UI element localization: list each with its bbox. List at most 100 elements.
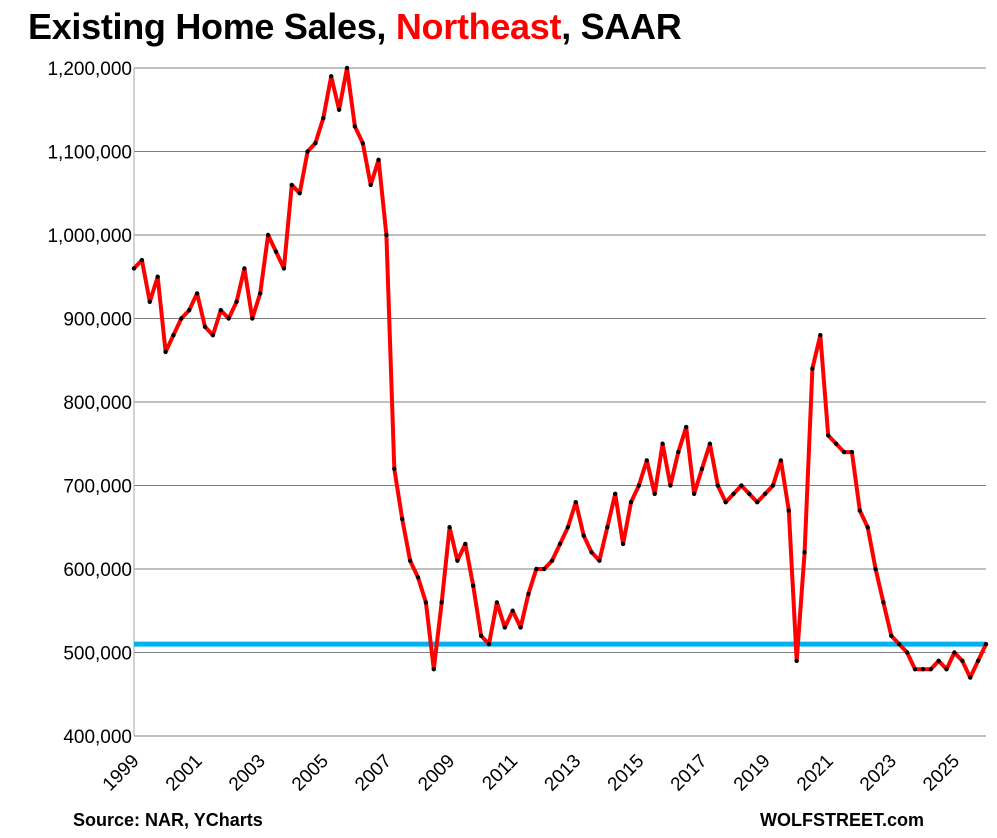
data-point [392, 466, 397, 471]
data-point [912, 667, 918, 672]
data-point [636, 483, 642, 488]
data-point [802, 550, 807, 555]
data-point [904, 650, 910, 655]
x-tick-label: 2013 [541, 751, 586, 796]
data-point [139, 257, 145, 263]
data-point [455, 558, 460, 563]
data-point [660, 441, 665, 446]
brand-label: WOLFSTREET.com [760, 810, 925, 830]
data-point [423, 600, 429, 605]
data-point [431, 667, 436, 672]
x-tick-label: 2011 [478, 751, 522, 795]
data-point [234, 299, 239, 304]
data-point [794, 658, 799, 664]
data-point [407, 558, 413, 563]
data-point [944, 667, 949, 672]
data-point [857, 508, 862, 513]
series-line [132, 66, 988, 680]
data-point [202, 324, 208, 330]
data-point [881, 600, 886, 605]
data-point [273, 249, 279, 254]
title-part-3: , SAAR [561, 6, 682, 47]
x-tick-label: 2019 [730, 751, 775, 796]
data-point [920, 667, 926, 672]
data-point [581, 533, 586, 538]
data-point [833, 441, 839, 446]
data-point [265, 232, 271, 238]
data-point [778, 458, 784, 463]
data-point [975, 658, 981, 664]
data-point [336, 107, 342, 112]
gridlines [133, 67, 986, 737]
data-point [226, 316, 231, 321]
marker-group [131, 65, 989, 680]
title-highlight: Northeast [395, 6, 562, 47]
data-point [415, 575, 421, 580]
data-point [684, 424, 689, 430]
x-tick-label: 2023 [856, 751, 901, 796]
data-point [289, 182, 294, 188]
data-point [565, 525, 571, 530]
x-tick-label: 2005 [288, 751, 333, 796]
data-point [542, 566, 547, 572]
y-tick-label: 1,200,000 [47, 59, 132, 80]
y-tick-label: 1,100,000 [47, 143, 132, 164]
data-point [250, 316, 255, 321]
y-tick-label: 500,000 [63, 644, 132, 665]
data-point [589, 550, 594, 555]
data-point [360, 140, 365, 146]
data-point [155, 274, 160, 279]
data-point [723, 500, 728, 505]
data-point [873, 566, 878, 572]
data-point [707, 441, 713, 446]
x-tick-label: 2025 [919, 751, 964, 796]
data-point [179, 316, 184, 321]
data-point [439, 600, 444, 605]
x-tick-label: 2003 [225, 751, 270, 796]
data-point [652, 491, 657, 497]
y-tick-label: 1,000,000 [47, 226, 132, 247]
data-point [960, 658, 965, 664]
data-point [897, 641, 902, 647]
data-point [384, 232, 389, 238]
data-point [502, 625, 507, 630]
data-point [526, 591, 531, 597]
source-note: Source: NAR, YCharts [73, 810, 263, 830]
data-point [613, 491, 618, 497]
data-point [305, 149, 310, 154]
data-point [983, 641, 989, 647]
data-point [557, 541, 563, 547]
data-point [313, 140, 318, 146]
x-tick-label: 2001 [162, 751, 207, 796]
data-point [644, 458, 649, 463]
data-point [218, 307, 223, 313]
data-point [597, 558, 602, 563]
data-point [352, 124, 358, 129]
data-point [928, 667, 933, 672]
data-point [242, 266, 247, 271]
data-point [786, 508, 791, 513]
data-point [163, 349, 168, 355]
y-tick-label: 400,000 [63, 727, 132, 748]
data-point [368, 182, 373, 188]
data-point [747, 491, 752, 497]
data-point [210, 333, 216, 338]
data-point [755, 500, 760, 505]
data-point [762, 491, 768, 497]
data-point [889, 633, 894, 638]
data-point [131, 266, 137, 271]
data-point [321, 115, 326, 121]
data-point [841, 449, 847, 455]
data-point [818, 333, 823, 338]
data-point [400, 516, 405, 522]
data-point [463, 541, 468, 547]
series-group [132, 66, 988, 680]
data-point [628, 500, 634, 505]
data-point [605, 525, 610, 530]
data-point [715, 483, 720, 488]
data-point [297, 191, 302, 196]
y-tick-label: 700,000 [63, 477, 132, 498]
data-point [549, 558, 555, 563]
data-point [258, 291, 263, 296]
